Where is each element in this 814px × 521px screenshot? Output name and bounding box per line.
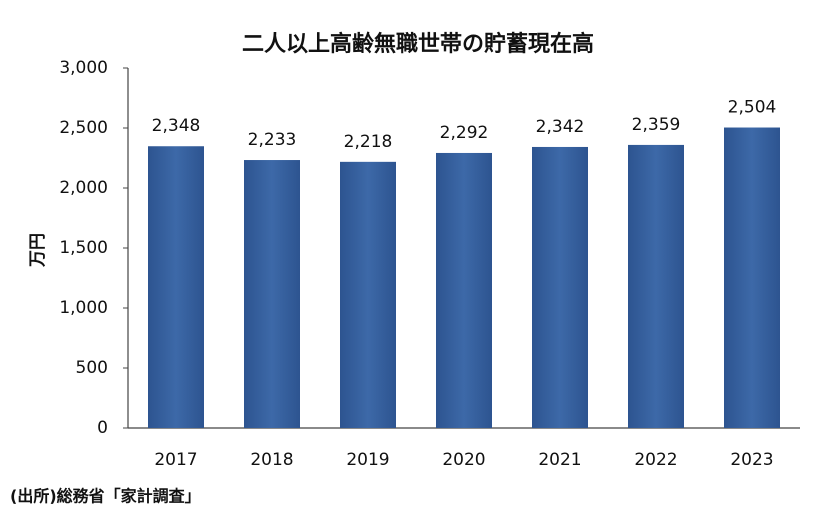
y-tick-label: 2,500 (59, 118, 108, 138)
x-tick-label: 2021 (538, 450, 581, 470)
bar (244, 160, 300, 429)
bar (436, 152, 492, 428)
y-tick-label: 3,000 (59, 58, 108, 78)
x-tick-label: 2020 (442, 450, 485, 470)
y-tick-label: 1,500 (59, 238, 108, 258)
bar (628, 144, 684, 429)
bar (724, 127, 780, 429)
chart-title: 二人以上高齢無職世帯の貯蓄現在高 (242, 31, 594, 57)
bar (532, 146, 588, 428)
bar (148, 146, 204, 429)
data-label: 2,348 (152, 116, 201, 136)
y-tick-label: 1,000 (59, 298, 108, 318)
x-tick-label: 2019 (346, 450, 389, 470)
x-tick-label: 2018 (250, 450, 293, 470)
data-label: 2,504 (728, 98, 777, 118)
data-label: 2,218 (344, 132, 393, 152)
source-note: (出所)総務省「家計調査」 (10, 487, 201, 506)
x-tick-label: 2023 (730, 450, 773, 470)
x-tick-label: 2017 (154, 450, 197, 470)
bar (340, 161, 396, 428)
data-label: 2,359 (632, 115, 681, 135)
x-tick-label: 2022 (634, 450, 677, 470)
y-axis-label: 万円 (28, 233, 48, 268)
y-tick-label: 500 (76, 358, 108, 378)
y-tick-label: 2,000 (59, 178, 108, 198)
data-label: 2,342 (536, 117, 585, 137)
data-label: 2,233 (248, 130, 297, 150)
data-label: 2,292 (440, 123, 489, 143)
y-tick-label: 0 (97, 418, 108, 438)
